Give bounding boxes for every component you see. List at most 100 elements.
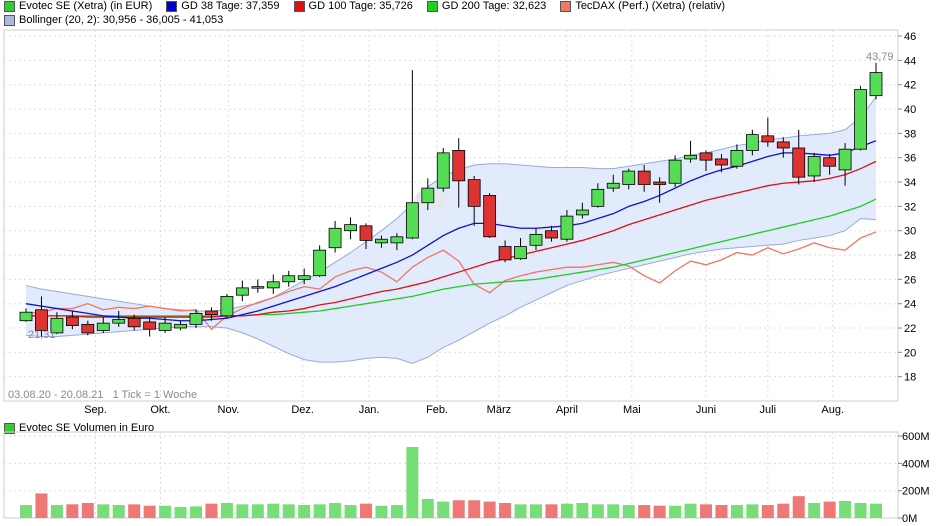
y-tick-label: 46 — [904, 31, 916, 43]
x-tick-label: Mai — [623, 404, 641, 416]
volume-bar — [684, 503, 697, 518]
legend-swatch — [293, 0, 305, 12]
candle — [715, 154, 728, 173]
volume-bar — [190, 506, 202, 518]
x-tick-label: April — [556, 404, 578, 416]
legend-label: GD 100 Tage: 35,726 — [308, 0, 413, 12]
candle-body — [591, 188, 605, 207]
volume-bar — [607, 504, 620, 518]
volume-bar — [530, 504, 542, 518]
volume-bar — [437, 501, 450, 518]
candle-body — [174, 323, 187, 329]
x-tick-label: Sep. — [84, 404, 107, 416]
volume-bar — [792, 496, 805, 518]
legend-item-gd200: GD 200 Tage: 32,623 — [426, 0, 546, 12]
y-tick-label: 22 — [904, 323, 916, 335]
volume-bar — [452, 500, 465, 518]
candle — [606, 174, 620, 192]
bollinger-legend: Bollinger (20, 2): 30,956 - 36,005 - 41,… — [4, 14, 237, 26]
candle — [158, 317, 172, 333]
volume-frame — [3, 431, 899, 519]
candle — [251, 279, 265, 293]
candle-body — [745, 134, 759, 151]
candle — [467, 175, 481, 226]
candle-body — [297, 275, 311, 280]
candle — [560, 210, 574, 242]
candle-body — [606, 182, 620, 189]
candle — [684, 140, 697, 163]
candle-body — [792, 147, 806, 178]
candle — [529, 228, 543, 251]
volume-bar — [406, 447, 419, 518]
candle-body — [313, 249, 327, 277]
candle-body — [498, 246, 512, 261]
volume-bar — [854, 502, 867, 518]
legend-item-bollinger: Bollinger (20, 2): 30,956 - 36,005 - 41,… — [4, 14, 223, 26]
candle — [189, 309, 203, 329]
x-tick-label: Jan. — [359, 404, 380, 416]
volume-bar — [220, 502, 233, 518]
y-tick-label: 18 — [904, 372, 916, 384]
volume-bar — [700, 504, 712, 518]
candle — [730, 144, 744, 169]
volume-bar — [576, 502, 589, 518]
candle — [19, 308, 33, 322]
legend-item-volume: Evotec SE Volumen in Euro — [4, 422, 154, 434]
candle-body — [127, 317, 141, 328]
volume-bar — [375, 505, 388, 518]
volume-bar — [112, 505, 125, 518]
x-tick-label: Juni — [696, 404, 716, 416]
volume-bar — [313, 504, 326, 518]
legend-swatch — [4, 422, 15, 434]
y-tick-label: 26 — [904, 274, 916, 286]
volume-bar — [251, 504, 264, 518]
volume-bar — [282, 504, 295, 518]
candle-body — [282, 275, 296, 283]
legend-item-gd100: GD 100 Tage: 35,726 — [293, 0, 413, 12]
volume-bar — [236, 504, 249, 518]
candle-body — [545, 230, 558, 239]
volume-bar — [545, 504, 558, 518]
volume-bar — [560, 503, 573, 518]
y-tick-label: 28 — [904, 250, 916, 262]
candle-body — [854, 89, 867, 150]
candle-body — [529, 233, 543, 246]
candle-body — [823, 157, 837, 167]
candle-body — [699, 152, 713, 161]
candles — [19, 62, 883, 337]
period-info: 03.08.20 - 20.08.21 1 Tick = 1 Woche — [8, 389, 197, 401]
candle — [344, 217, 357, 240]
volume-bar — [50, 505, 63, 518]
volume-bar — [777, 503, 790, 518]
volume-bar — [622, 505, 635, 518]
candle-body — [405, 202, 419, 239]
volume-bar — [514, 504, 527, 518]
candle — [498, 240, 512, 263]
x-tick-label: März — [487, 404, 511, 416]
volume-bar — [128, 504, 141, 518]
candle-body — [158, 322, 172, 331]
candle-body — [359, 225, 373, 241]
legend-label: Bollinger (20, 2): 30,956 - 36,005 - 41,… — [19, 14, 224, 26]
legend-label: Evotec SE Volumen in Euro — [19, 422, 155, 434]
legend-label: TecDAX (Perf.) (Xetra) (relativ) — [575, 0, 726, 12]
candle — [838, 143, 852, 186]
legend-swatch — [4, 14, 15, 26]
candle-body — [575, 209, 589, 216]
candle — [405, 70, 419, 240]
candle — [807, 152, 821, 183]
candle — [50, 312, 64, 335]
candle-body — [467, 179, 481, 207]
volume-bar — [298, 505, 311, 518]
candle-body — [421, 187, 435, 204]
price-frame — [3, 29, 899, 402]
legend-swatch — [166, 0, 178, 12]
candle — [514, 238, 527, 260]
volume-bar — [483, 501, 496, 518]
volume-bar — [499, 502, 512, 518]
volume-bar — [159, 505, 172, 518]
candle-body — [684, 154, 697, 160]
candle-body — [35, 309, 48, 331]
candle — [96, 317, 110, 333]
